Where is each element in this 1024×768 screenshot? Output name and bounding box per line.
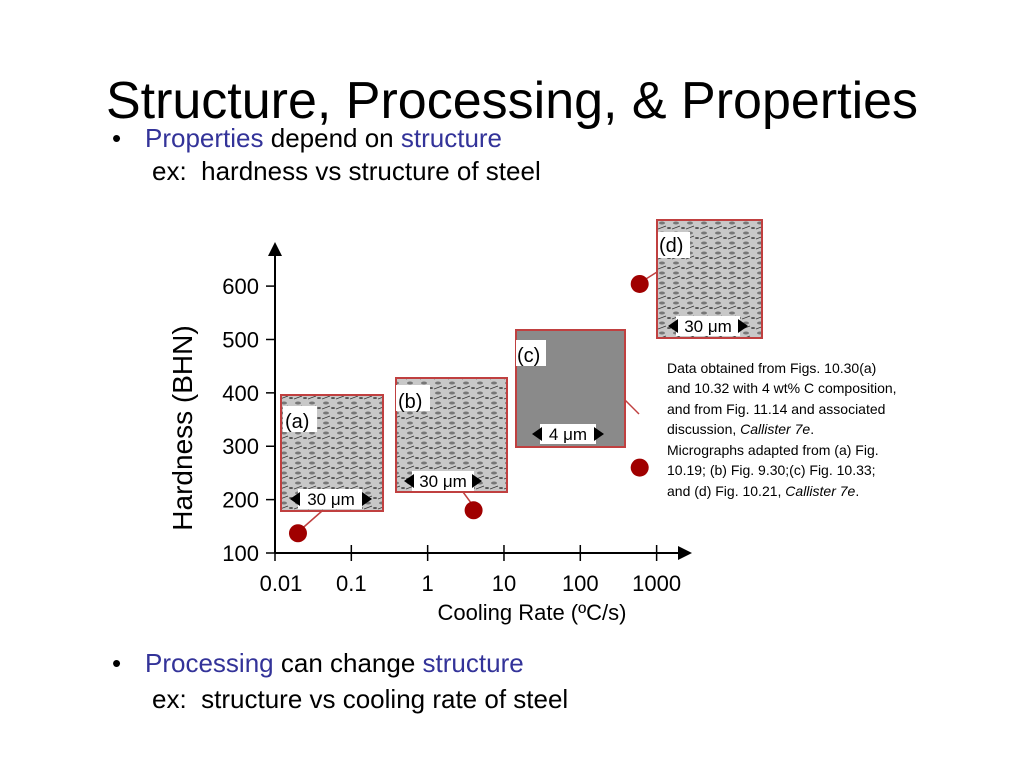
text: . [855,483,859,499]
note-line: 10.19; (b) Fig. 9.30;(c) Fig. 10.33; [667,462,876,478]
keyword: structure [401,123,502,153]
y-tick-label: 300 [222,434,259,459]
data-point [630,458,649,477]
y-tick-label: 600 [222,274,259,299]
text: can change [281,648,415,678]
micrograph-label: (d) [659,235,683,257]
note: Data obtained from Figs. 10.30(a) and 10… [667,360,897,499]
label-bg [516,340,546,366]
note-line: Micrographs adapted from (a) Fig. [667,442,879,458]
micrographs: (a) (b) (c) (d) 30 μm 30 μm 4 μm 30 μm [280,219,763,534]
axes [274,250,683,554]
example: ex: structure vs cooling rate of steel [152,684,568,714]
y-axis-label: Hardness (BHN) [167,325,198,530]
note-line: discussion, Callister 7e. [667,421,814,437]
micrograph-label: (b) [398,391,422,413]
data-point [630,274,649,293]
arrowhead [678,546,692,560]
leader [624,399,640,415]
scale-bg [676,316,740,336]
note-line: Data obtained from Figs. 10.30(a) [667,360,876,376]
text: . [810,421,814,437]
x-tick-label: 1 [422,571,434,596]
slide-title: Structure, Processing, & Properties [106,72,918,130]
data-point [288,524,307,543]
text: Callister 7e [740,421,810,437]
arrowhead [268,242,282,256]
bullet-text: Properties depend on structure [145,123,502,153]
keyword: Processing [145,648,274,678]
scale-bg [412,471,474,491]
scale-bar: 30 μm [419,472,467,491]
bullet: • [112,123,121,153]
text: Callister 7e [785,483,855,499]
keyword: Properties [145,123,264,153]
x-axis-label: Cooling Rate (ºC/s) [438,600,627,625]
data-point [464,501,483,520]
scale-bar: 4 μm [549,425,587,444]
x-tick-label: 1000 [632,571,681,596]
text: discussion, [667,421,740,437]
x-tick-label: 100 [562,571,599,596]
scale-arrows [290,319,748,506]
example: ex: hardness vs structure of steel [152,156,541,186]
scale-bar: 30 μm [684,317,732,336]
keyword: structure [423,648,524,678]
text: and (d) Fig. 10.21, [667,483,785,499]
x-tick-label: 0.1 [336,571,367,596]
y-tick-label: 400 [222,381,259,406]
note-line: and (d) Fig. 10.21, Callister 7e. [667,483,859,499]
bullet-text: Processing can change structure [145,648,524,678]
x-tick-label: 0.01 [260,571,303,596]
note-line: and from Fig. 11.14 and associated [667,401,885,417]
y-tick-label: 500 [222,327,259,352]
micrograph-label: (c) [517,345,540,367]
y-tick-label: 200 [222,488,259,513]
x-tick-label: 10 [492,571,516,596]
note-line: and 10.32 with 4 wt% C composition, [667,380,897,396]
y-tick-label: 100 [222,541,259,566]
label-bg [658,232,690,258]
scale-bg [540,424,596,444]
micrograph-label: (a) [285,411,309,433]
scale-bg [298,489,362,509]
scale-bar: 30 μm [307,490,355,509]
bullet: • [112,648,121,678]
text: depend on [271,123,394,153]
label-bg [396,385,430,411]
label-bg [283,406,317,432]
